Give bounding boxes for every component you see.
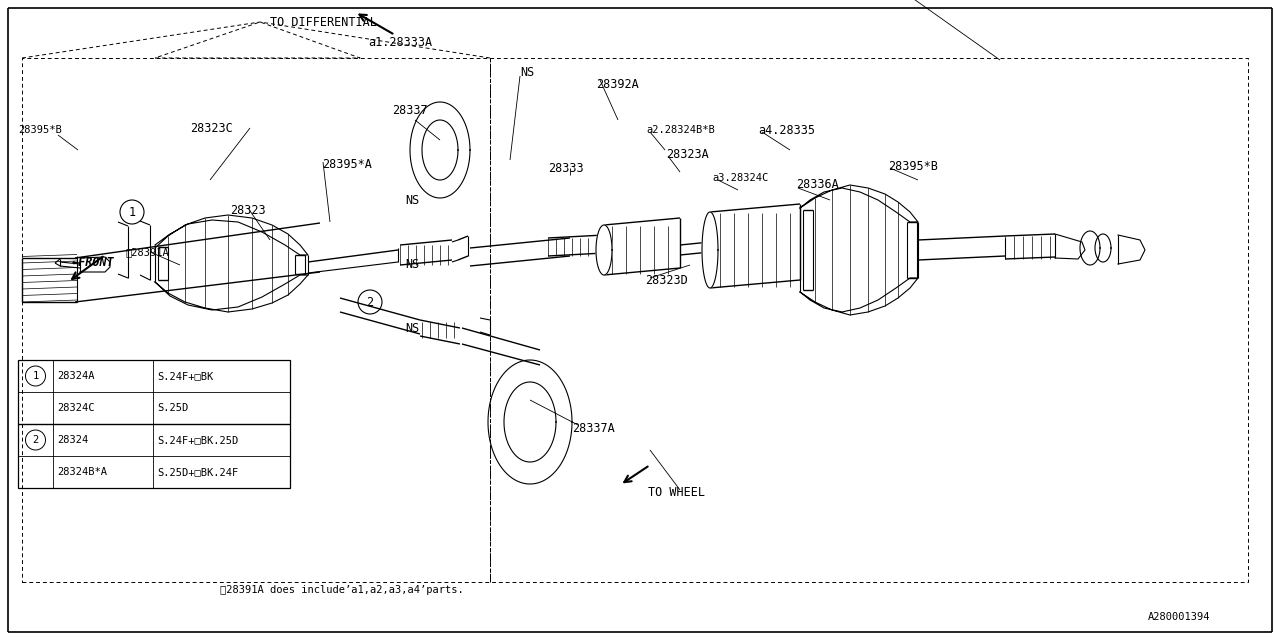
Bar — [18, 360, 291, 488]
Text: 28337A: 28337A — [572, 422, 614, 435]
Text: 2: 2 — [366, 296, 374, 308]
Text: 28324: 28324 — [58, 435, 88, 445]
Text: ※28391A: ※28391A — [125, 247, 169, 257]
Text: 28324B*A: 28324B*A — [58, 467, 108, 477]
Polygon shape — [596, 225, 612, 275]
Text: 1: 1 — [32, 371, 38, 381]
Text: NS: NS — [404, 193, 420, 207]
Text: a3.28324C: a3.28324C — [712, 173, 768, 183]
Text: A280001394: A280001394 — [1148, 612, 1211, 622]
Text: 1: 1 — [128, 205, 136, 218]
Text: 28395*B: 28395*B — [888, 161, 938, 173]
Text: NS: NS — [520, 65, 534, 79]
Text: TO WHEEL: TO WHEEL — [648, 486, 705, 499]
Text: 28323D: 28323D — [645, 273, 687, 287]
Text: S.24F+□BK: S.24F+□BK — [157, 371, 214, 381]
Polygon shape — [701, 212, 718, 288]
Text: NS: NS — [404, 257, 420, 271]
Text: 28337: 28337 — [392, 104, 428, 116]
Text: 28324C: 28324C — [58, 403, 95, 413]
Text: 2: 2 — [32, 435, 38, 445]
Text: ←FRONT: ←FRONT — [72, 255, 115, 269]
Text: 28395*A: 28395*A — [323, 159, 372, 172]
Text: 28324A: 28324A — [58, 371, 95, 381]
Text: ※28391A does include’a1,a2,a3,a4’parts.: ※28391A does include’a1,a2,a3,a4’parts. — [220, 585, 463, 595]
Text: S.25D: S.25D — [157, 403, 188, 413]
Text: 28333: 28333 — [548, 161, 584, 175]
Text: a1.28333A: a1.28333A — [369, 35, 433, 49]
Text: TO DIFFERENTIAL: TO DIFFERENTIAL — [270, 15, 376, 29]
Text: S.25D+□BK.24F: S.25D+□BK.24F — [157, 467, 238, 477]
Text: S.24F+□BK.25D: S.24F+□BK.25D — [157, 435, 238, 445]
Text: 28323C: 28323C — [189, 122, 233, 134]
Text: 28392A: 28392A — [596, 79, 639, 92]
Text: 28395*B: 28395*B — [18, 125, 61, 135]
Text: NS: NS — [404, 321, 420, 335]
Text: a2.28324B*B: a2.28324B*B — [646, 125, 714, 135]
Text: 28336A: 28336A — [796, 179, 838, 191]
Text: 28323A: 28323A — [666, 148, 709, 161]
Text: a4.28335: a4.28335 — [758, 124, 815, 136]
Text: 28323: 28323 — [230, 204, 266, 216]
